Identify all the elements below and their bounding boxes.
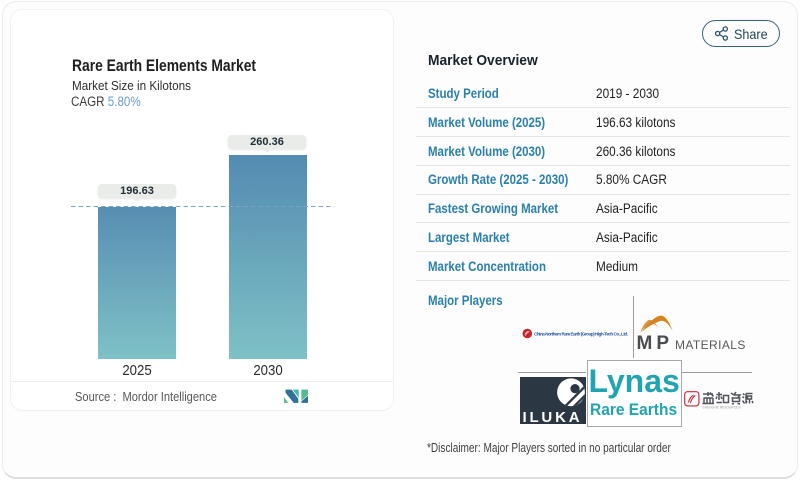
svg-text:China Northern Rare Earth (Gro: China Northern Rare Earth (Group) High-T… (534, 332, 628, 337)
svg-text:SHENGHE RESOURCES: SHENGHE RESOURCES (703, 406, 741, 410)
